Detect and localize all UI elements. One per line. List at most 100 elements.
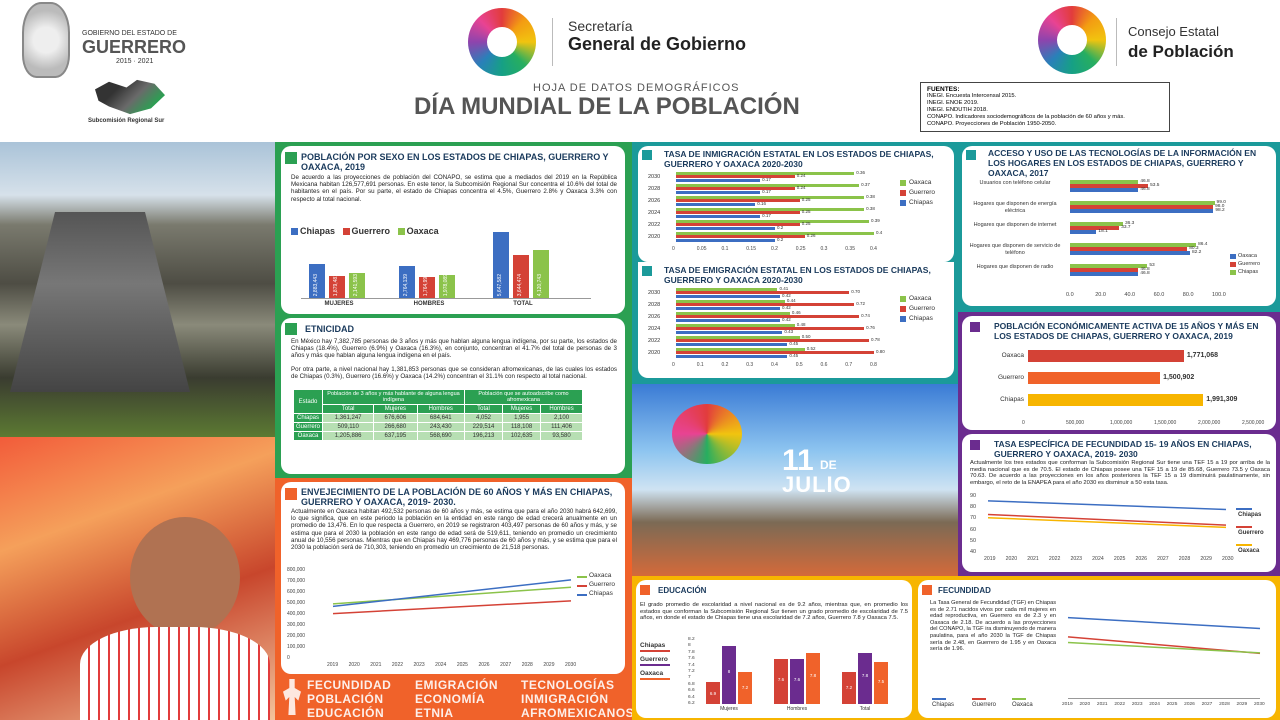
bar xyxy=(676,178,761,182)
tic-title-marker xyxy=(966,150,976,160)
girl-face xyxy=(130,517,240,637)
girl-photo xyxy=(0,437,275,720)
bar-label: 1,771,068 xyxy=(1186,352,1218,359)
x-tick: 2,000,000 xyxy=(1198,420,1221,426)
legend-swatch xyxy=(640,664,670,666)
bar-label: 0.38 xyxy=(866,206,875,211)
sgg-divider xyxy=(552,18,553,66)
x-tick: 500,000 xyxy=(1066,420,1085,426)
bar-label: 0.2 xyxy=(777,236,784,242)
y-tick: 60 xyxy=(970,526,977,533)
bar xyxy=(676,175,795,179)
bar: 2,141,593 xyxy=(349,273,365,298)
keyword: INMIGRACIÓN xyxy=(521,692,609,706)
conepo-logo-icon xyxy=(1038,6,1106,74)
x-tick: 2020 xyxy=(348,662,360,668)
table-row: Chiapas 1,361,247 676,606 684,641 4,052 1,955… xyxy=(292,413,583,423)
bar xyxy=(1070,251,1190,255)
y-tick: 8 xyxy=(688,643,691,649)
bar: 7.2 xyxy=(738,672,752,704)
legend-swatch xyxy=(640,678,670,680)
x-tick: 0.1 xyxy=(721,246,729,252)
bar-label: 8 xyxy=(727,669,731,675)
bar-label: 0.2 xyxy=(777,224,784,230)
x-tick: 2029 xyxy=(1236,702,1248,707)
inmig-title-marker xyxy=(642,150,652,160)
date-number: 11 xyxy=(782,444,814,477)
x-tick: 0.3 xyxy=(746,362,754,368)
bar-label: 0.37 xyxy=(861,182,870,187)
x-tick: 0.25 xyxy=(795,246,806,252)
legend-label: Chiapas xyxy=(640,642,666,649)
etnicidad-table: Estado Población de 3 años y más hablant… xyxy=(292,389,584,441)
etnicidad-text2: Por otra parte, a nivel nacional hay 1,3… xyxy=(291,366,617,381)
x-tick: 100.0 xyxy=(1212,292,1226,298)
x-tick: 2021 xyxy=(1027,556,1039,562)
x-tick: 0.3 xyxy=(820,246,828,252)
y-tick: 100,000 xyxy=(287,644,306,650)
table-subheader: Mujeres xyxy=(373,404,418,414)
bar-label: 46.8 xyxy=(1140,270,1150,276)
fecundidad-panel: FECUNDIDAD La Tasa General de Fecundidad… xyxy=(918,580,1276,718)
x-tick: 2029 xyxy=(1200,556,1212,562)
legend-label: Chiapas xyxy=(909,315,933,322)
bar: 7.6 xyxy=(774,659,788,704)
y-tick: 7.6 xyxy=(688,656,695,662)
bar xyxy=(676,187,795,191)
col-afro: Población que se autoadscribe como afrom… xyxy=(463,389,584,405)
bar xyxy=(676,199,800,203)
sources-box: FUENTES: INEGI. Encuesta Intercensal 201… xyxy=(920,82,1170,132)
bar-label: 0.45 xyxy=(789,352,799,358)
year-label: 2022 xyxy=(648,338,661,344)
state-label: Oaxaca xyxy=(1001,352,1024,359)
bar: 7.8 xyxy=(806,652,820,704)
line-chart-svg xyxy=(1067,616,1261,655)
bar-label: 0.25 xyxy=(801,209,811,215)
bar-label: 99.0 xyxy=(1216,199,1226,205)
bar-label: 0.24 xyxy=(796,185,806,191)
x-tick: 1,000,000 xyxy=(1110,420,1133,426)
legend-label: Oaxaca xyxy=(909,295,932,302)
sexo-chart: 2,883,443 1,879,481 2,141,593 MUJERES 2,764,… xyxy=(281,206,625,314)
legend-swatch xyxy=(640,650,670,652)
year-label: 2024 xyxy=(648,326,661,332)
keyword: EDUCACIÓN xyxy=(307,706,385,720)
legend-swatch xyxy=(577,585,587,587)
table-cell: 1,955 xyxy=(502,413,542,423)
sgg-line2: General de Gobierno xyxy=(568,34,747,54)
bar xyxy=(676,196,865,199)
bar xyxy=(676,306,780,310)
table-cell: 4,052 xyxy=(463,413,504,423)
educacion-title-marker xyxy=(640,585,650,595)
legend-label: Chiapas xyxy=(909,199,933,206)
bar-label: 7.2 xyxy=(845,684,853,690)
legend-swatch xyxy=(1230,254,1236,259)
bar-label: 0.4 xyxy=(876,230,883,235)
bar xyxy=(1070,205,1214,209)
x-tick: 0.15 xyxy=(746,246,756,252)
legend-swatch xyxy=(900,200,906,206)
educacion-chart: 8.2 8 7.8 7.6 7.4 7.2 7 6.8 6.6 6.4 6.2 Chiapas Guer… xyxy=(636,636,912,718)
group-label: TOTAL xyxy=(513,301,533,307)
x-tick: 2022 xyxy=(1114,702,1126,707)
x-tick: 2024 xyxy=(1149,702,1160,707)
y-tick: 40 xyxy=(970,549,977,555)
bar-label: 0.36 xyxy=(856,170,865,175)
x-tick: 2026 xyxy=(478,662,490,668)
source-item: CONAPO. Proyecciones de Población 1950-2… xyxy=(927,121,1057,127)
x-tick: 2019 xyxy=(1062,702,1073,707)
conepo-line2: de Población xyxy=(1128,42,1234,61)
girl-blouse xyxy=(80,627,270,720)
col-estado: Estado xyxy=(292,389,324,414)
envejecimiento-text: Actualmente en Oaxaca habitan 492,532 pe… xyxy=(291,508,617,552)
fecundidad-chart: 2019 2020 2021 2022 2023 2024 2025 2026 2027 2028… xyxy=(918,580,1276,718)
legend-swatch xyxy=(972,698,986,700)
guerrero-logo-line1: GOBIERNO DEL ESTADO DE xyxy=(82,30,177,37)
bar-label: 0.17 xyxy=(762,212,771,218)
envejecimiento-title-marker xyxy=(285,488,297,500)
source-item: INEGI. Encuesta Intercensal 2015. xyxy=(927,93,1017,99)
legend-oaxaca-swatch xyxy=(397,228,405,236)
guerrero-logo-years: 2015 · 2021 xyxy=(116,58,154,65)
sgg-logo-icon xyxy=(468,8,536,76)
header: GOBIERNO DEL ESTADO DE GUERRERO 2015 · 2… xyxy=(0,0,1280,142)
